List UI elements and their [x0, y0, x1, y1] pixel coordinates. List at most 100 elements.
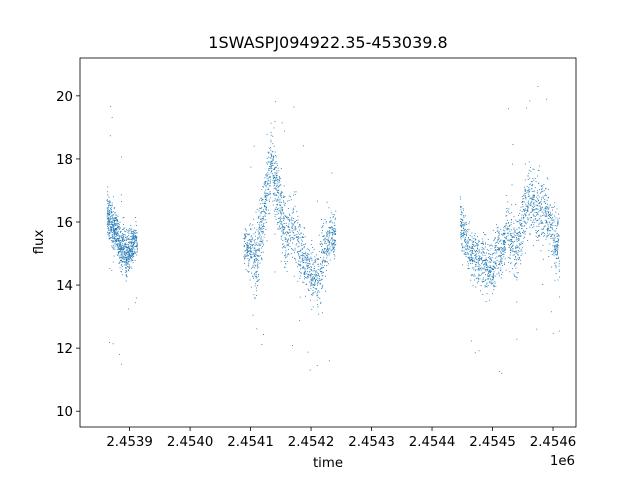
- data-point: [288, 253, 289, 255]
- data-point: [132, 244, 134, 246]
- data-point: [318, 291, 320, 293]
- data-point: [107, 226, 109, 227]
- data-point: [541, 191, 543, 192]
- data-point: [128, 257, 130, 259]
- data-point: [490, 257, 491, 259]
- data-point: [282, 210, 283, 212]
- data-point: [113, 237, 115, 239]
- data-point: [245, 235, 246, 237]
- data-point: [128, 259, 130, 261]
- plot-frame: [79, 57, 577, 428]
- data-point: [249, 249, 251, 251]
- data-point: [115, 217, 117, 219]
- data-point: [539, 235, 541, 237]
- data-point: [124, 244, 126, 245]
- data-point: [477, 262, 479, 263]
- data-point: [523, 220, 525, 222]
- data-point: [303, 247, 305, 249]
- data-point: [116, 240, 118, 242]
- data-point: [114, 220, 116, 222]
- data-point: [265, 186, 267, 188]
- data-point: [502, 249, 504, 251]
- data-point: [495, 249, 497, 251]
- data-point: [333, 216, 334, 218]
- data-point: [520, 241, 522, 243]
- data-point: [543, 201, 545, 203]
- data-point: [124, 243, 126, 245]
- data-point: [246, 248, 248, 249]
- data-point: [114, 227, 116, 229]
- data-point: [303, 253, 305, 255]
- data-point: [477, 280, 479, 282]
- data-point: [262, 246, 264, 248]
- data-point: [120, 259, 121, 261]
- data-point: [136, 237, 137, 239]
- data-point: [260, 236, 262, 238]
- data-point: [284, 245, 286, 247]
- data-point: [273, 183, 275, 185]
- data-point: [247, 249, 249, 251]
- data-point: [132, 236, 134, 237]
- data-point: [255, 249, 256, 251]
- data-point: [119, 239, 121, 241]
- data-point: [461, 243, 463, 245]
- data-point: [469, 260, 471, 262]
- data-point: [276, 204, 278, 206]
- data-point: [295, 228, 297, 230]
- data-point: [300, 233, 302, 234]
- data-point: [537, 86, 539, 87]
- data-point: [109, 208, 111, 209]
- data-point: [544, 202, 546, 204]
- data-point: [109, 202, 111, 203]
- data-point: [259, 207, 261, 209]
- data-point: [526, 221, 528, 223]
- data-point: [118, 245, 120, 247]
- data-point: [125, 256, 127, 258]
- data-point: [121, 264, 123, 265]
- data-point: [255, 265, 256, 267]
- data-point: [555, 244, 557, 246]
- data-point: [109, 213, 111, 215]
- data-point: [498, 242, 499, 244]
- data-point: [519, 244, 521, 246]
- data-point: [540, 200, 542, 202]
- data-point: [519, 236, 521, 237]
- data-point: [523, 231, 525, 233]
- data-point: [108, 213, 110, 215]
- data-point: [279, 217, 281, 219]
- data-point: [302, 253, 304, 255]
- data-point: [251, 238, 253, 240]
- data-point: [259, 232, 260, 234]
- data-point: [288, 218, 290, 220]
- data-point: [258, 279, 260, 281]
- data-point: [304, 227, 306, 229]
- data-point: [292, 220, 294, 222]
- data-point: [524, 208, 526, 210]
- data-point: [262, 226, 264, 227]
- data-point: [468, 223, 470, 225]
- data-point: [556, 244, 558, 246]
- data-point: [113, 225, 115, 227]
- data-point: [499, 264, 501, 265]
- data-point: [543, 226, 545, 228]
- data-point: [115, 217, 117, 218]
- data-point: [467, 245, 469, 246]
- data-point: [324, 219, 326, 220]
- data-point: [287, 225, 289, 227]
- data-point: [133, 246, 135, 248]
- data-point: [302, 265, 304, 267]
- data-point: [293, 229, 295, 231]
- data-point: [265, 194, 267, 196]
- data-point: [545, 195, 547, 197]
- data-point: [493, 284, 495, 286]
- data-point: [533, 197, 535, 199]
- data-point: [519, 231, 521, 233]
- data-point: [485, 285, 487, 287]
- data-point: [244, 241, 245, 242]
- data-point: [314, 291, 316, 293]
- data-point: [549, 230, 550, 232]
- data-point: [500, 270, 501, 272]
- data-point: [116, 235, 118, 236]
- data-point: [114, 233, 116, 235]
- data-point: [539, 165, 541, 167]
